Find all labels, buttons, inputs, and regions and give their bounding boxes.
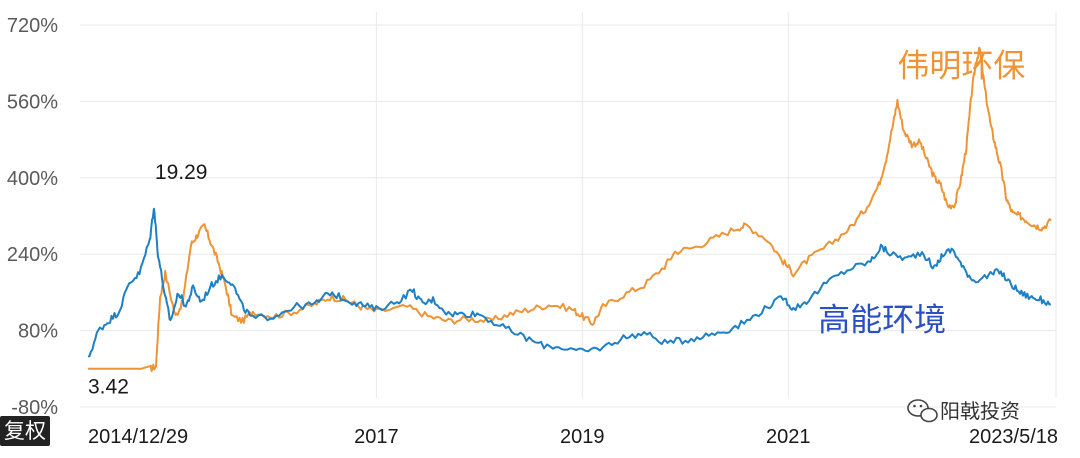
x-tick-label: 2019 (560, 426, 605, 448)
watermark: 阳戟投资 (907, 399, 1020, 423)
y-axis: 720% 560% 400% 240% 80% -80% (7, 15, 58, 419)
x-tick-label: 2017 (354, 426, 399, 448)
x-tick-label: 2021 (766, 426, 811, 448)
series-label: 高能环境 (818, 301, 946, 339)
watermark-text: 阳戟投资 (940, 399, 1020, 423)
y-tick-label: 80% (18, 321, 58, 343)
x-tick-label: 2014/12/29 (88, 426, 188, 448)
x-tick-label: 2023/5/18 (969, 426, 1058, 448)
y-tick-label: -80% (11, 397, 58, 419)
annotations: 19.29 3.42 (88, 161, 207, 398)
series-label: 伟明环保 (897, 47, 1025, 85)
annotation-label: 19.29 (155, 161, 208, 184)
series-line-1 (87, 207, 1052, 358)
annotation-label: 3.42 (88, 376, 129, 399)
grid-lines (80, 12, 1057, 408)
wechat-icon (907, 399, 938, 423)
adjusted-price-badge[interactable]: 复权 (0, 416, 50, 446)
corner-label: 复权 (4, 419, 46, 443)
series-lines (87, 46, 1052, 372)
y-tick-label: 400% (7, 168, 58, 190)
y-tick-label: 720% (7, 15, 58, 37)
x-axis: 2014/12/29 2017 2019 2021 2023/5/18 (88, 426, 1058, 448)
y-tick-label: 560% (7, 91, 58, 113)
series-line-0 (88, 46, 1052, 372)
y-tick-label: 240% (7, 244, 58, 266)
